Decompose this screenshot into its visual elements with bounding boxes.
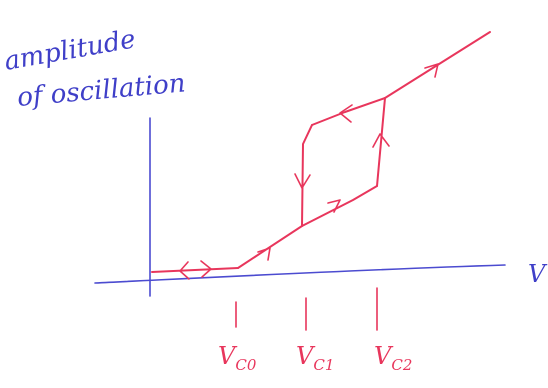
arrow-lower-branch <box>327 199 341 213</box>
curve-baseline <box>151 267 239 273</box>
arrow-jump-down <box>294 173 311 189</box>
x-axis <box>94 264 506 284</box>
tick-label-vc0: VC0 <box>218 342 257 374</box>
tick-label-vc1: VC1 <box>296 342 334 374</box>
loop-upper-branch <box>311 97 386 126</box>
tick-label-vc0-base: V <box>218 342 238 370</box>
arrow-baseline-right <box>200 260 212 278</box>
arrow-rising <box>257 247 271 261</box>
tick-label-vc2-base: V <box>374 342 394 370</box>
curve-rising <box>237 225 303 269</box>
tick-label-vc1-sub: C1 <box>313 356 334 374</box>
arrow-upper-continuation <box>424 63 439 78</box>
x-axis-label: V <box>528 260 548 288</box>
y-axis-label-line1: amplitude <box>2 24 138 77</box>
y-axis-label-line2: of oscillation <box>16 68 187 113</box>
loop-lower-branch <box>301 185 378 227</box>
tick-label-vc0-sub: C0 <box>235 356 256 374</box>
arrow-jump-up <box>372 133 390 148</box>
arrow-baseline-left <box>179 261 190 280</box>
loop-jump-up <box>376 97 386 187</box>
loop-jump-down <box>301 124 313 227</box>
arrow-upper-branch <box>339 104 353 123</box>
tick-label-vc2-sub: C2 <box>391 356 412 374</box>
tick-label-vc2: VC2 <box>374 342 412 374</box>
tick-label-vc1-base: V <box>296 342 316 370</box>
